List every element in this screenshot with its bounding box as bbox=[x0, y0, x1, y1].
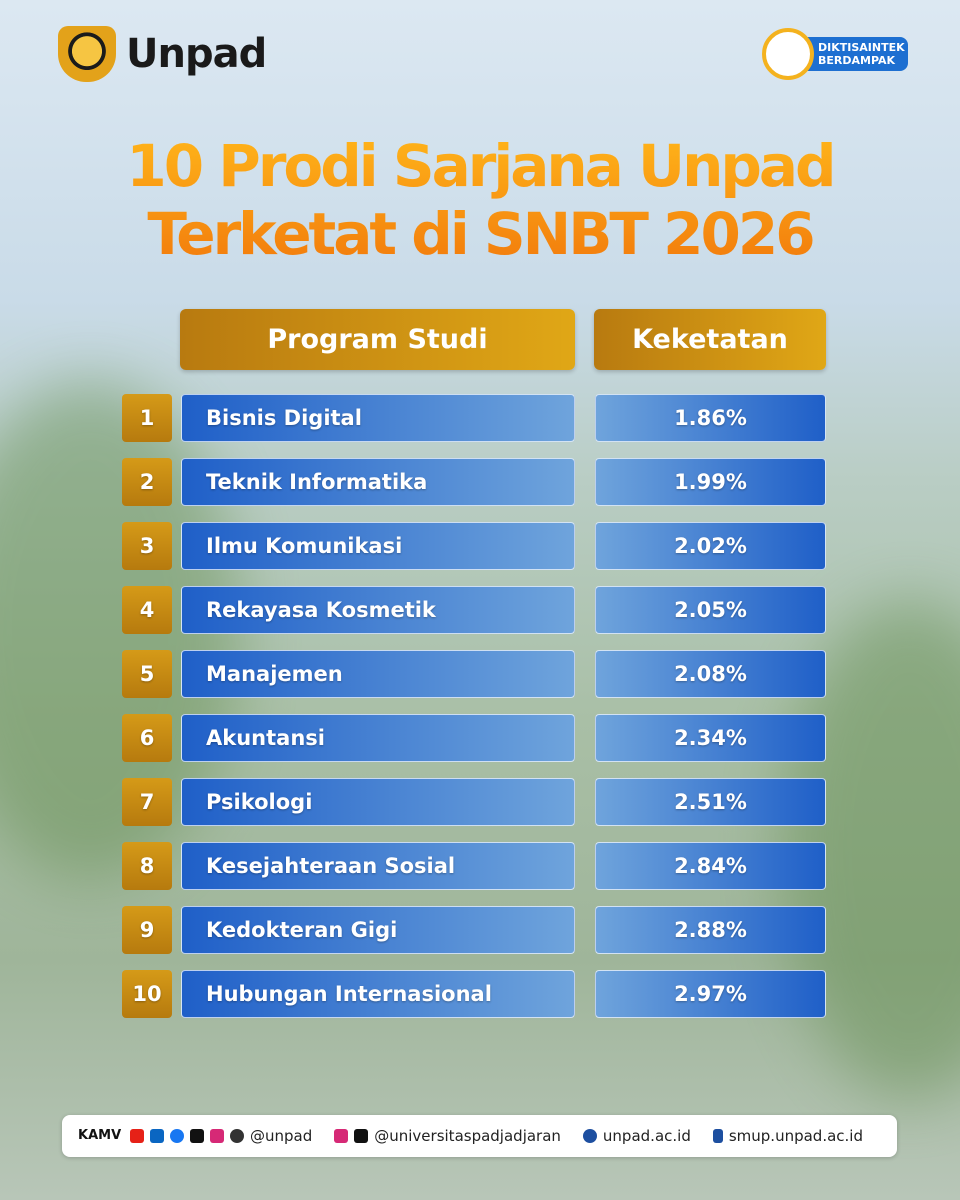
threads-icon bbox=[230, 1129, 244, 1143]
tiktok-icon bbox=[354, 1129, 369, 1143]
footer: KAMV @unpad @universitaspadjadjaran unpa… bbox=[62, 1115, 897, 1157]
value-cell: 2.08% bbox=[595, 650, 826, 698]
rank-cell: 2 bbox=[122, 458, 172, 506]
title: 10 Prodi Sarjana Unpad Terketat di SNBT … bbox=[0, 132, 960, 268]
title-line: Terketat di SNBT 2026 bbox=[147, 200, 813, 268]
bookmark-icon bbox=[712, 1129, 723, 1143]
value-cell: 2.02% bbox=[595, 522, 826, 570]
rank-cell: 5 bbox=[122, 650, 172, 698]
instagram-icon bbox=[210, 1129, 224, 1143]
badge-text: DIKTISAINTEK BERDAMPAK bbox=[800, 37, 908, 71]
rank-cell: 1 bbox=[122, 394, 172, 442]
linkedin-icon bbox=[150, 1129, 164, 1143]
program-cell: Kedokteran Gigi bbox=[181, 906, 575, 954]
rank-cell: 10 bbox=[122, 970, 172, 1018]
social-unpad[interactable]: @unpad bbox=[130, 1127, 312, 1145]
unpad-logo: Unpad bbox=[58, 26, 267, 82]
website-smup[interactable]: smup.unpad.ac.id bbox=[712, 1127, 863, 1145]
rank-cell: 9 bbox=[122, 906, 172, 954]
crest bbox=[58, 26, 116, 82]
program-cell: Hubungan Internasional bbox=[181, 970, 575, 1018]
rank-cell: 4 bbox=[122, 586, 172, 634]
program-cell: Ilmu Komunikasi bbox=[181, 522, 575, 570]
rank-cell: 6 bbox=[122, 714, 172, 762]
rank-cell: 7 bbox=[122, 778, 172, 826]
program-cell: Bisnis Digital bbox=[181, 394, 575, 442]
value-cell: 2.51% bbox=[595, 778, 826, 826]
program-cell: Manajemen bbox=[181, 650, 575, 698]
footer-logo: KAMV bbox=[78, 1128, 122, 1143]
logo-text: Unpad bbox=[126, 31, 267, 77]
instagram-icon bbox=[334, 1129, 349, 1143]
value-cell: 2.88% bbox=[595, 906, 826, 954]
handle: @unpad bbox=[250, 1127, 313, 1145]
value-cell: 2.34% bbox=[595, 714, 826, 762]
value-cell: 1.86% bbox=[595, 394, 826, 442]
value-cell: 2.97% bbox=[595, 970, 826, 1018]
site: smup.unpad.ac.id bbox=[728, 1127, 863, 1145]
value-cell: 2.05% bbox=[595, 586, 826, 634]
program-cell: Psikologi bbox=[181, 778, 575, 826]
badge: DIKTISAINTEK BERDAMPAK bbox=[762, 28, 908, 80]
facebook-icon bbox=[170, 1129, 184, 1143]
website[interactable]: unpad.ac.id bbox=[582, 1127, 691, 1145]
handle: @universitaspadjadjaran bbox=[374, 1127, 561, 1145]
badge-icon bbox=[762, 28, 814, 80]
globe-icon bbox=[582, 1129, 597, 1143]
program-cell: Teknik Informatika bbox=[181, 458, 575, 506]
program-cell: Kesejahteraan Sosial bbox=[181, 842, 575, 890]
value-cell: 2.84% bbox=[595, 842, 826, 890]
column-header: Keketatan bbox=[594, 309, 826, 370]
rank-cell: 3 bbox=[122, 522, 172, 570]
title-line: 10 Prodi Sarjana Unpad bbox=[126, 132, 834, 200]
site: unpad.ac.id bbox=[602, 1127, 691, 1145]
program-cell: Akuntansi bbox=[181, 714, 575, 762]
youtube-icon bbox=[130, 1129, 144, 1143]
program-cell: Rekayasa Kosmetik bbox=[181, 586, 575, 634]
rank-cell: 8 bbox=[122, 842, 172, 890]
social-universitas[interactable]: @universitaspadjadjaran bbox=[334, 1127, 561, 1145]
column-header: Program Studi bbox=[180, 309, 575, 370]
x-icon bbox=[190, 1129, 204, 1143]
value-cell: 1.99% bbox=[595, 458, 826, 506]
